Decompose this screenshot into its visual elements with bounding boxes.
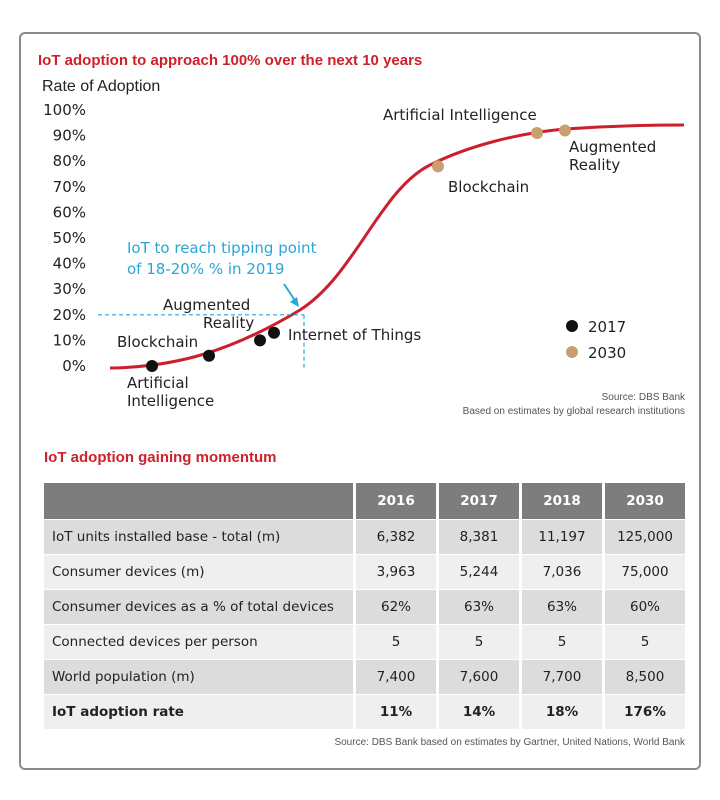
y-axis-title: Rate of Adoption: [42, 78, 161, 95]
header-2016: 2016: [353, 483, 436, 519]
header-2017: 2017: [436, 483, 519, 519]
label-2017-internet-of-things: Internet of Things: [288, 326, 421, 344]
point-2030-augmented-reality: [559, 124, 571, 137]
y-tick-label: 90%: [53, 127, 86, 145]
label-2017-blockchain: Blockchain: [117, 333, 198, 351]
point-2030-artificial-intelligence: [531, 127, 543, 140]
label-2030-artificial-intelligence: Artificial Intelligence: [383, 106, 537, 124]
cell: 62%: [353, 589, 436, 624]
cell: 7,036: [519, 554, 602, 589]
row-label: IoT adoption rate: [44, 694, 353, 729]
y-tick-label: 80%: [53, 152, 86, 170]
label-2030-augmented-1: Augmented: [569, 138, 656, 156]
infographic-frame: [19, 32, 701, 770]
cell: 3,963: [353, 554, 436, 589]
row-label: Connected devices per person: [44, 624, 353, 659]
row-label: World population (m): [44, 659, 353, 694]
table-header-row: 2016 2017 2018 2030: [44, 483, 685, 519]
table-source: Source: DBS Bank based on estimates by G…: [334, 737, 685, 748]
tipping-point-arrow: [283, 283, 297, 303]
cell: 5: [519, 624, 602, 659]
y-tick-label: 20%: [53, 306, 86, 324]
label-2030-augmented-2: Reality: [569, 156, 620, 174]
header-2018: 2018: [519, 483, 602, 519]
cell: 5: [602, 624, 685, 659]
y-tick-label: 50%: [53, 229, 86, 247]
label-2030-blockchain: Blockchain: [448, 178, 529, 196]
chart-title: IoT adoption to approach 100% over the n…: [38, 52, 423, 69]
point-2017-internet-of-things: [268, 326, 280, 339]
cell: 14%: [436, 694, 519, 729]
header-2030: 2030: [602, 483, 685, 519]
cell: 18%: [519, 694, 602, 729]
table-row: Consumer devices (m) 3,963 5,244 7,036 7…: [44, 554, 685, 589]
cell: 5: [353, 624, 436, 659]
cell: 60%: [602, 589, 685, 624]
cell: 7,600: [436, 659, 519, 694]
y-tick-label: 30%: [53, 280, 86, 298]
legend-2030-label: 2030: [588, 344, 626, 362]
cell: 8,381: [436, 519, 519, 554]
chart-source-line1: Source: DBS Bank: [601, 392, 685, 403]
cell: 6,382: [353, 519, 436, 554]
label-2017-artificial-intelligence-2: Intelligence: [127, 392, 214, 410]
row-label: Consumer devices as a % of total devices: [44, 589, 353, 624]
point-2017-artificial-intelligence: [146, 360, 158, 372]
point-2017-blockchain: [203, 349, 215, 362]
y-tick-label: 60%: [53, 203, 86, 221]
cell: 11,197: [519, 519, 602, 554]
cell: 125,000: [602, 519, 685, 554]
point-2017-augmented-reality: [254, 334, 266, 347]
tipping-point-arrowhead: [290, 297, 299, 307]
point-2030-blockchain: [432, 160, 444, 173]
table-row: IoT units installed base - total (m) 6,3…: [44, 519, 685, 554]
adoption-curve: [109, 123, 685, 370]
chart-source-line2: Based on estimates by global research in…: [462, 406, 685, 417]
y-tick-label: 40%: [53, 255, 86, 273]
legend-2017-marker: [566, 320, 578, 332]
table-row: IoT adoption rate 11% 14% 18% 176%: [44, 694, 685, 729]
table-title: IoT adoption gaining momentum: [44, 449, 277, 466]
row-label: Consumer devices (m): [44, 554, 353, 589]
cell: 5,244: [436, 554, 519, 589]
header-blank: [44, 483, 353, 519]
iot-momentum-table: 2016 2017 2018 2030 IoT units installed …: [44, 483, 685, 729]
y-tick-label: 10%: [53, 331, 86, 349]
label-2017-augmented-2: Reality: [203, 314, 254, 332]
cell: 5: [436, 624, 519, 659]
cell: 75,000: [602, 554, 685, 589]
table-row: Connected devices per person 5 5 5 5: [44, 624, 685, 659]
cell: 63%: [519, 589, 602, 624]
table-row: Consumer devices as a % of total devices…: [44, 589, 685, 624]
adoption-chart: 0% 10% 20% 30% 40% 50% 60% 70% 80% 90% 100% IoT to…: [43, 101, 685, 410]
cell: 8,500: [602, 659, 685, 694]
y-tick-label: 0%: [62, 357, 86, 375]
table-row: World population (m) 7,400 7,600 7,700 8…: [44, 659, 685, 694]
label-2017-artificial-intelligence-1: Artificial: [127, 374, 189, 392]
cell: 176%: [602, 694, 685, 729]
cell: 7,400: [353, 659, 436, 694]
legend-2017-label: 2017: [588, 318, 626, 336]
label-2017-augmented-1: Augmented: [163, 296, 250, 314]
legend-2030-marker: [566, 346, 578, 358]
cell: 7,700: [519, 659, 602, 694]
cell: 63%: [436, 589, 519, 624]
tipping-point-text-line1: IoT to reach tipping point: [127, 239, 317, 257]
y-tick-label: 100%: [43, 101, 86, 119]
y-tick-label: 70%: [53, 178, 86, 196]
tipping-point-text-line2: of 18-20% % in 2019: [127, 260, 284, 278]
row-label: IoT units installed base - total (m): [44, 519, 353, 554]
cell: 11%: [353, 694, 436, 729]
